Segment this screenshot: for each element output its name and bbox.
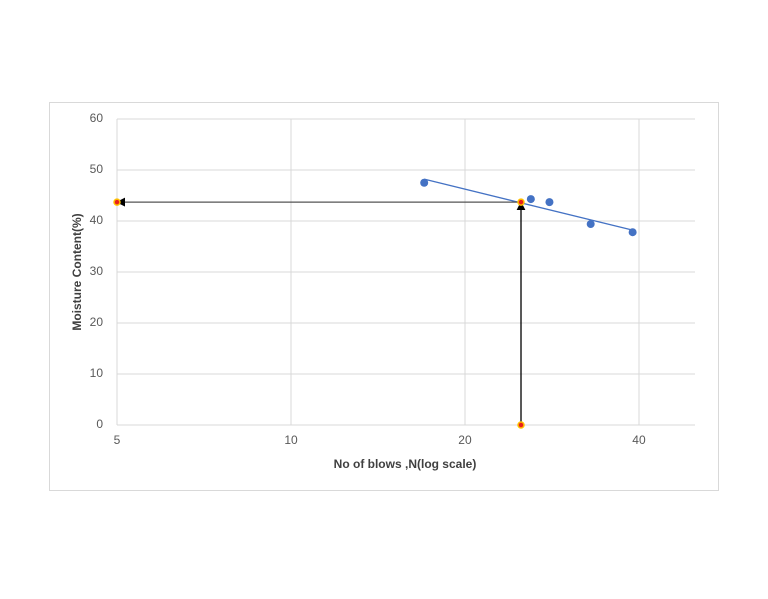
x-tick-label: 10 (284, 433, 298, 447)
point (517, 421, 525, 429)
y-tick-label: 10 (90, 366, 104, 380)
y-axis-title: Moisture Content(%) (70, 213, 84, 330)
point (113, 198, 121, 206)
x-tick-label: 40 (632, 433, 646, 447)
point (586, 220, 595, 229)
y-tick-label: 60 (90, 111, 104, 125)
point (517, 198, 525, 206)
point (420, 178, 429, 187)
y-tick-label: 20 (90, 315, 104, 329)
trend-line (424, 178, 633, 231)
chart-area (49, 102, 719, 491)
point (526, 195, 535, 204)
y-tick-label: 30 (90, 264, 104, 278)
x-tick-label: 20 (458, 433, 472, 447)
y-tick-label: 50 (90, 162, 104, 176)
point (545, 198, 554, 207)
x-axis-title: No of blows ,N(log scale) (334, 457, 477, 471)
y-tick-label: 0 (96, 417, 103, 431)
x-tick-label: 5 (114, 433, 121, 447)
y-tick-label: 40 (90, 213, 104, 227)
